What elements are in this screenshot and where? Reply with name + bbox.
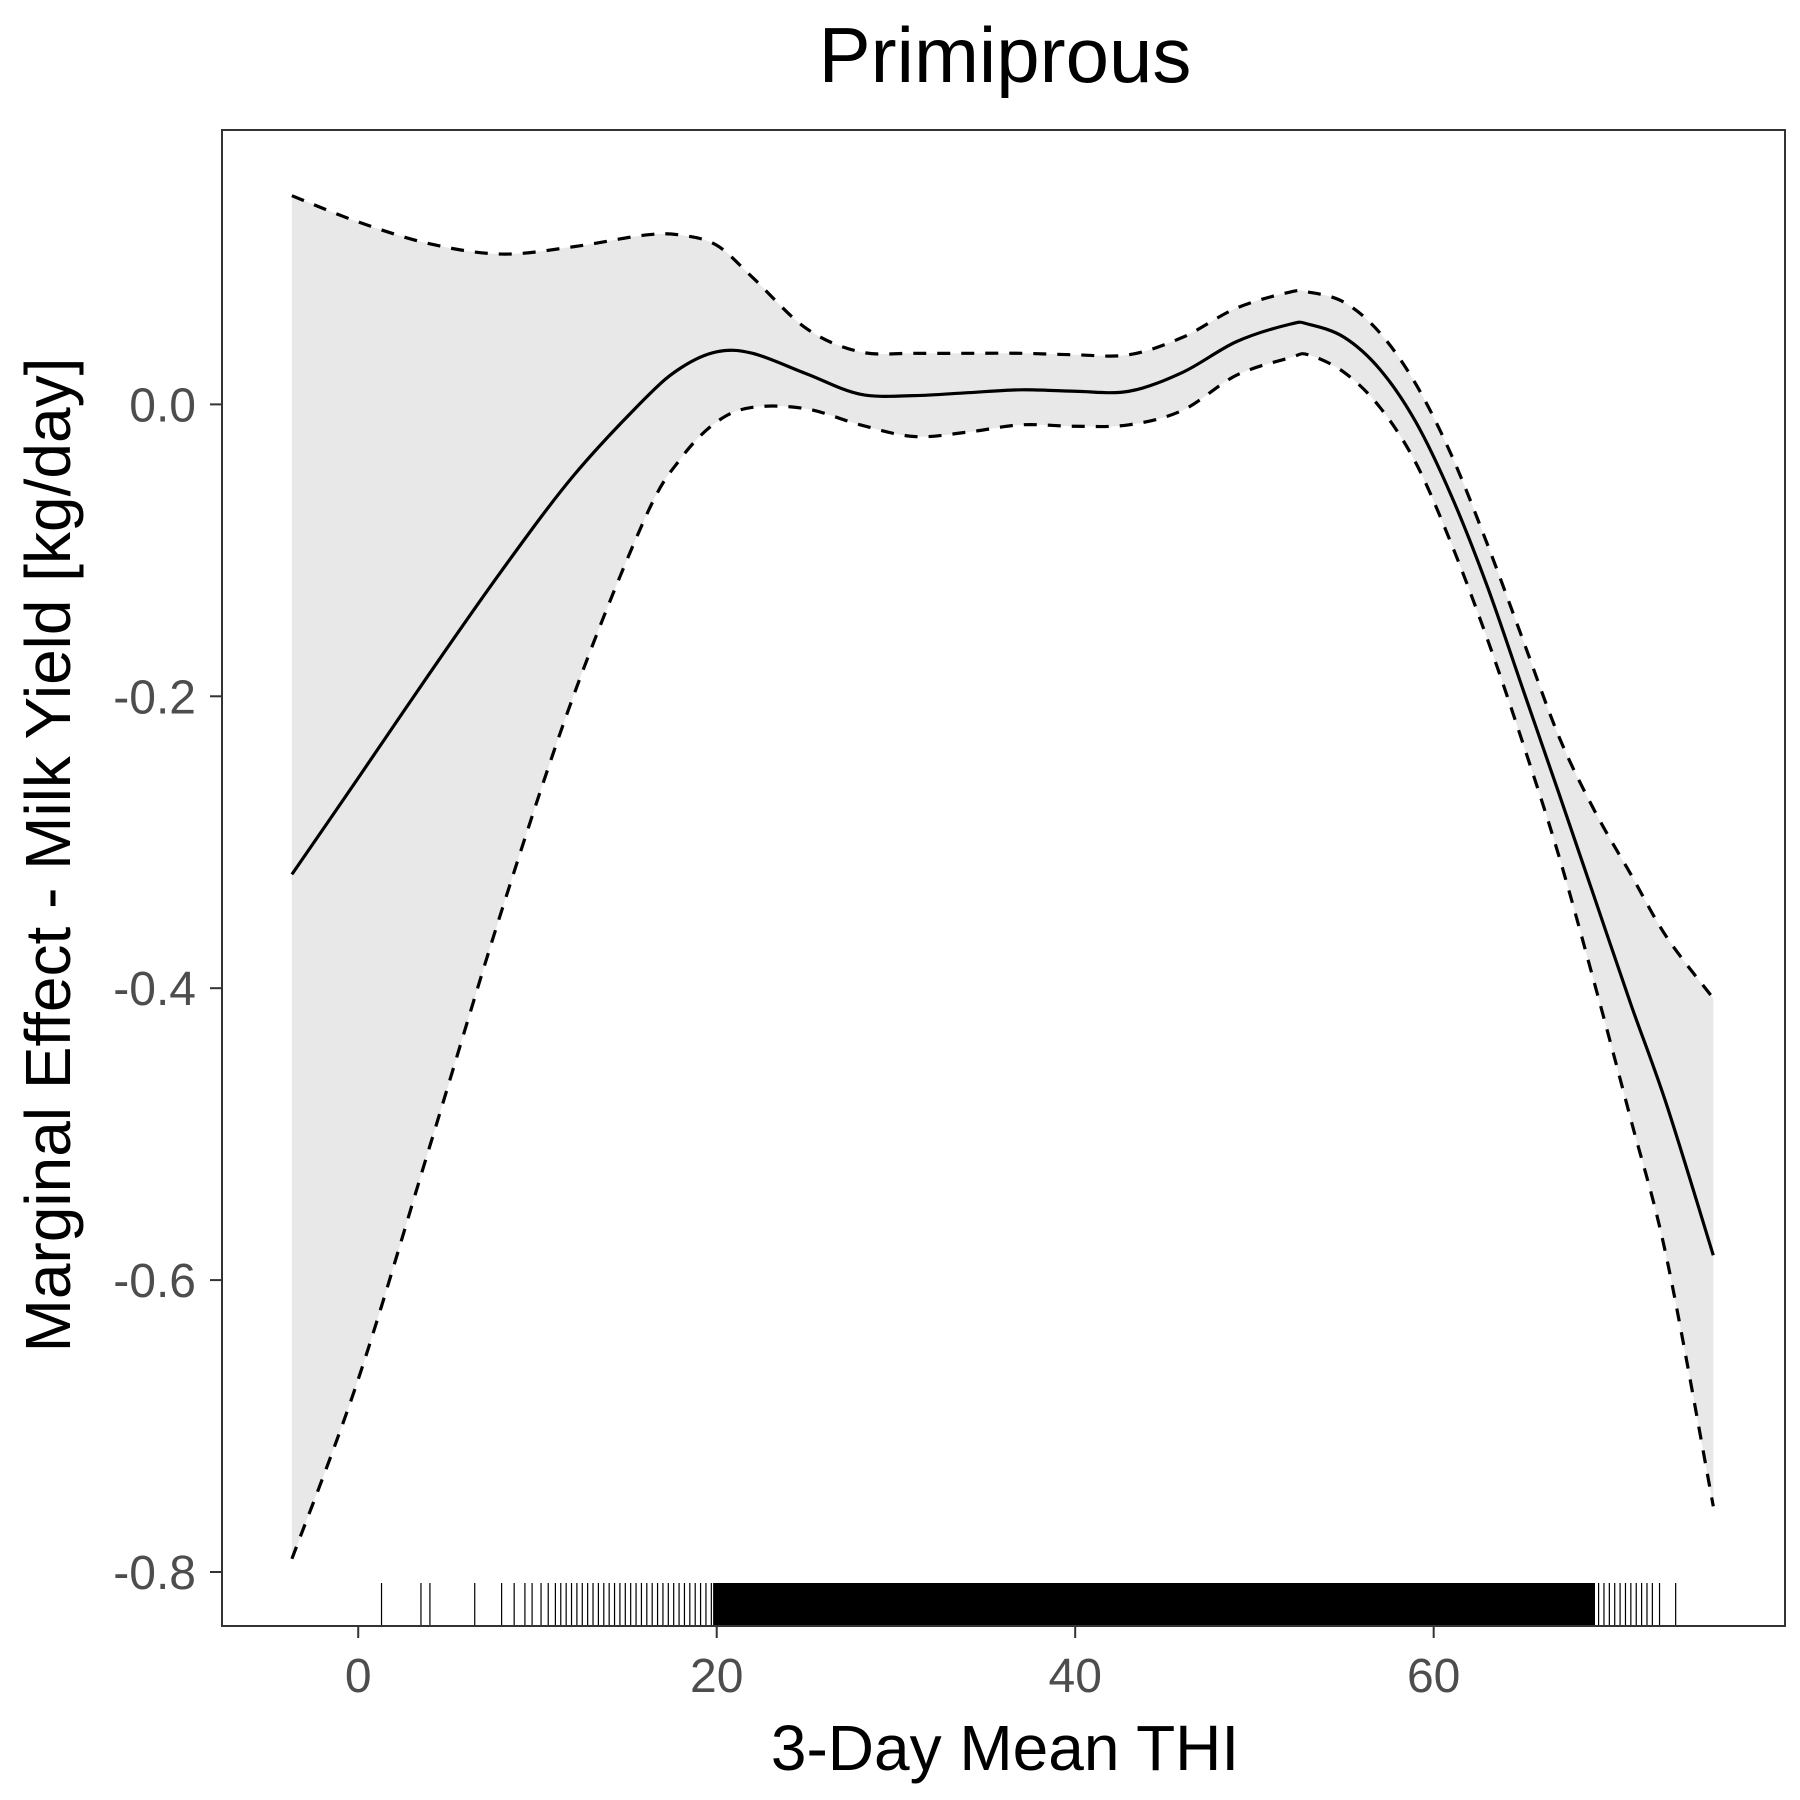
y-tick-label: -0.4: [113, 963, 196, 1016]
x-tick-label: 0: [345, 1650, 372, 1703]
x-tick-label: 60: [1407, 1650, 1460, 1703]
x-axis-title: 3-Day Mean THI: [771, 1712, 1239, 1784]
y-axis: 0.0 -0.2 -0.4 -0.6 -0.8: [113, 379, 222, 1600]
x-tick-label: 40: [1049, 1650, 1102, 1703]
confidence-band-layer: [291, 195, 1714, 1559]
panel-border: [221, 129, 1786, 1627]
y-tick-label: 0.0: [129, 379, 196, 432]
confidence-band: [291, 195, 1714, 1559]
x-axis: 0 20 40 60: [345, 1626, 1460, 1703]
chart-title: Primiprous: [819, 11, 1192, 99]
rug-dense-block: [713, 1583, 1596, 1626]
y-tick-label: -0.8: [113, 1547, 196, 1600]
rug-layer: [380, 1583, 1677, 1626]
plot-panel: [221, 129, 1786, 1627]
x-tick-label: 20: [690, 1650, 743, 1703]
upper-ci-line: [291, 194, 1715, 1000]
y-axis-title: Marginal Effect - Milk Yield [kg/day]: [12, 358, 84, 1353]
y-tick-label: -0.2: [113, 671, 196, 724]
lower-ci-line: [290, 352, 1715, 1560]
y-tick-label: -0.6: [113, 1255, 196, 1308]
estimate-line: [290, 320, 1715, 1256]
series-layer: [290, 194, 1715, 1560]
